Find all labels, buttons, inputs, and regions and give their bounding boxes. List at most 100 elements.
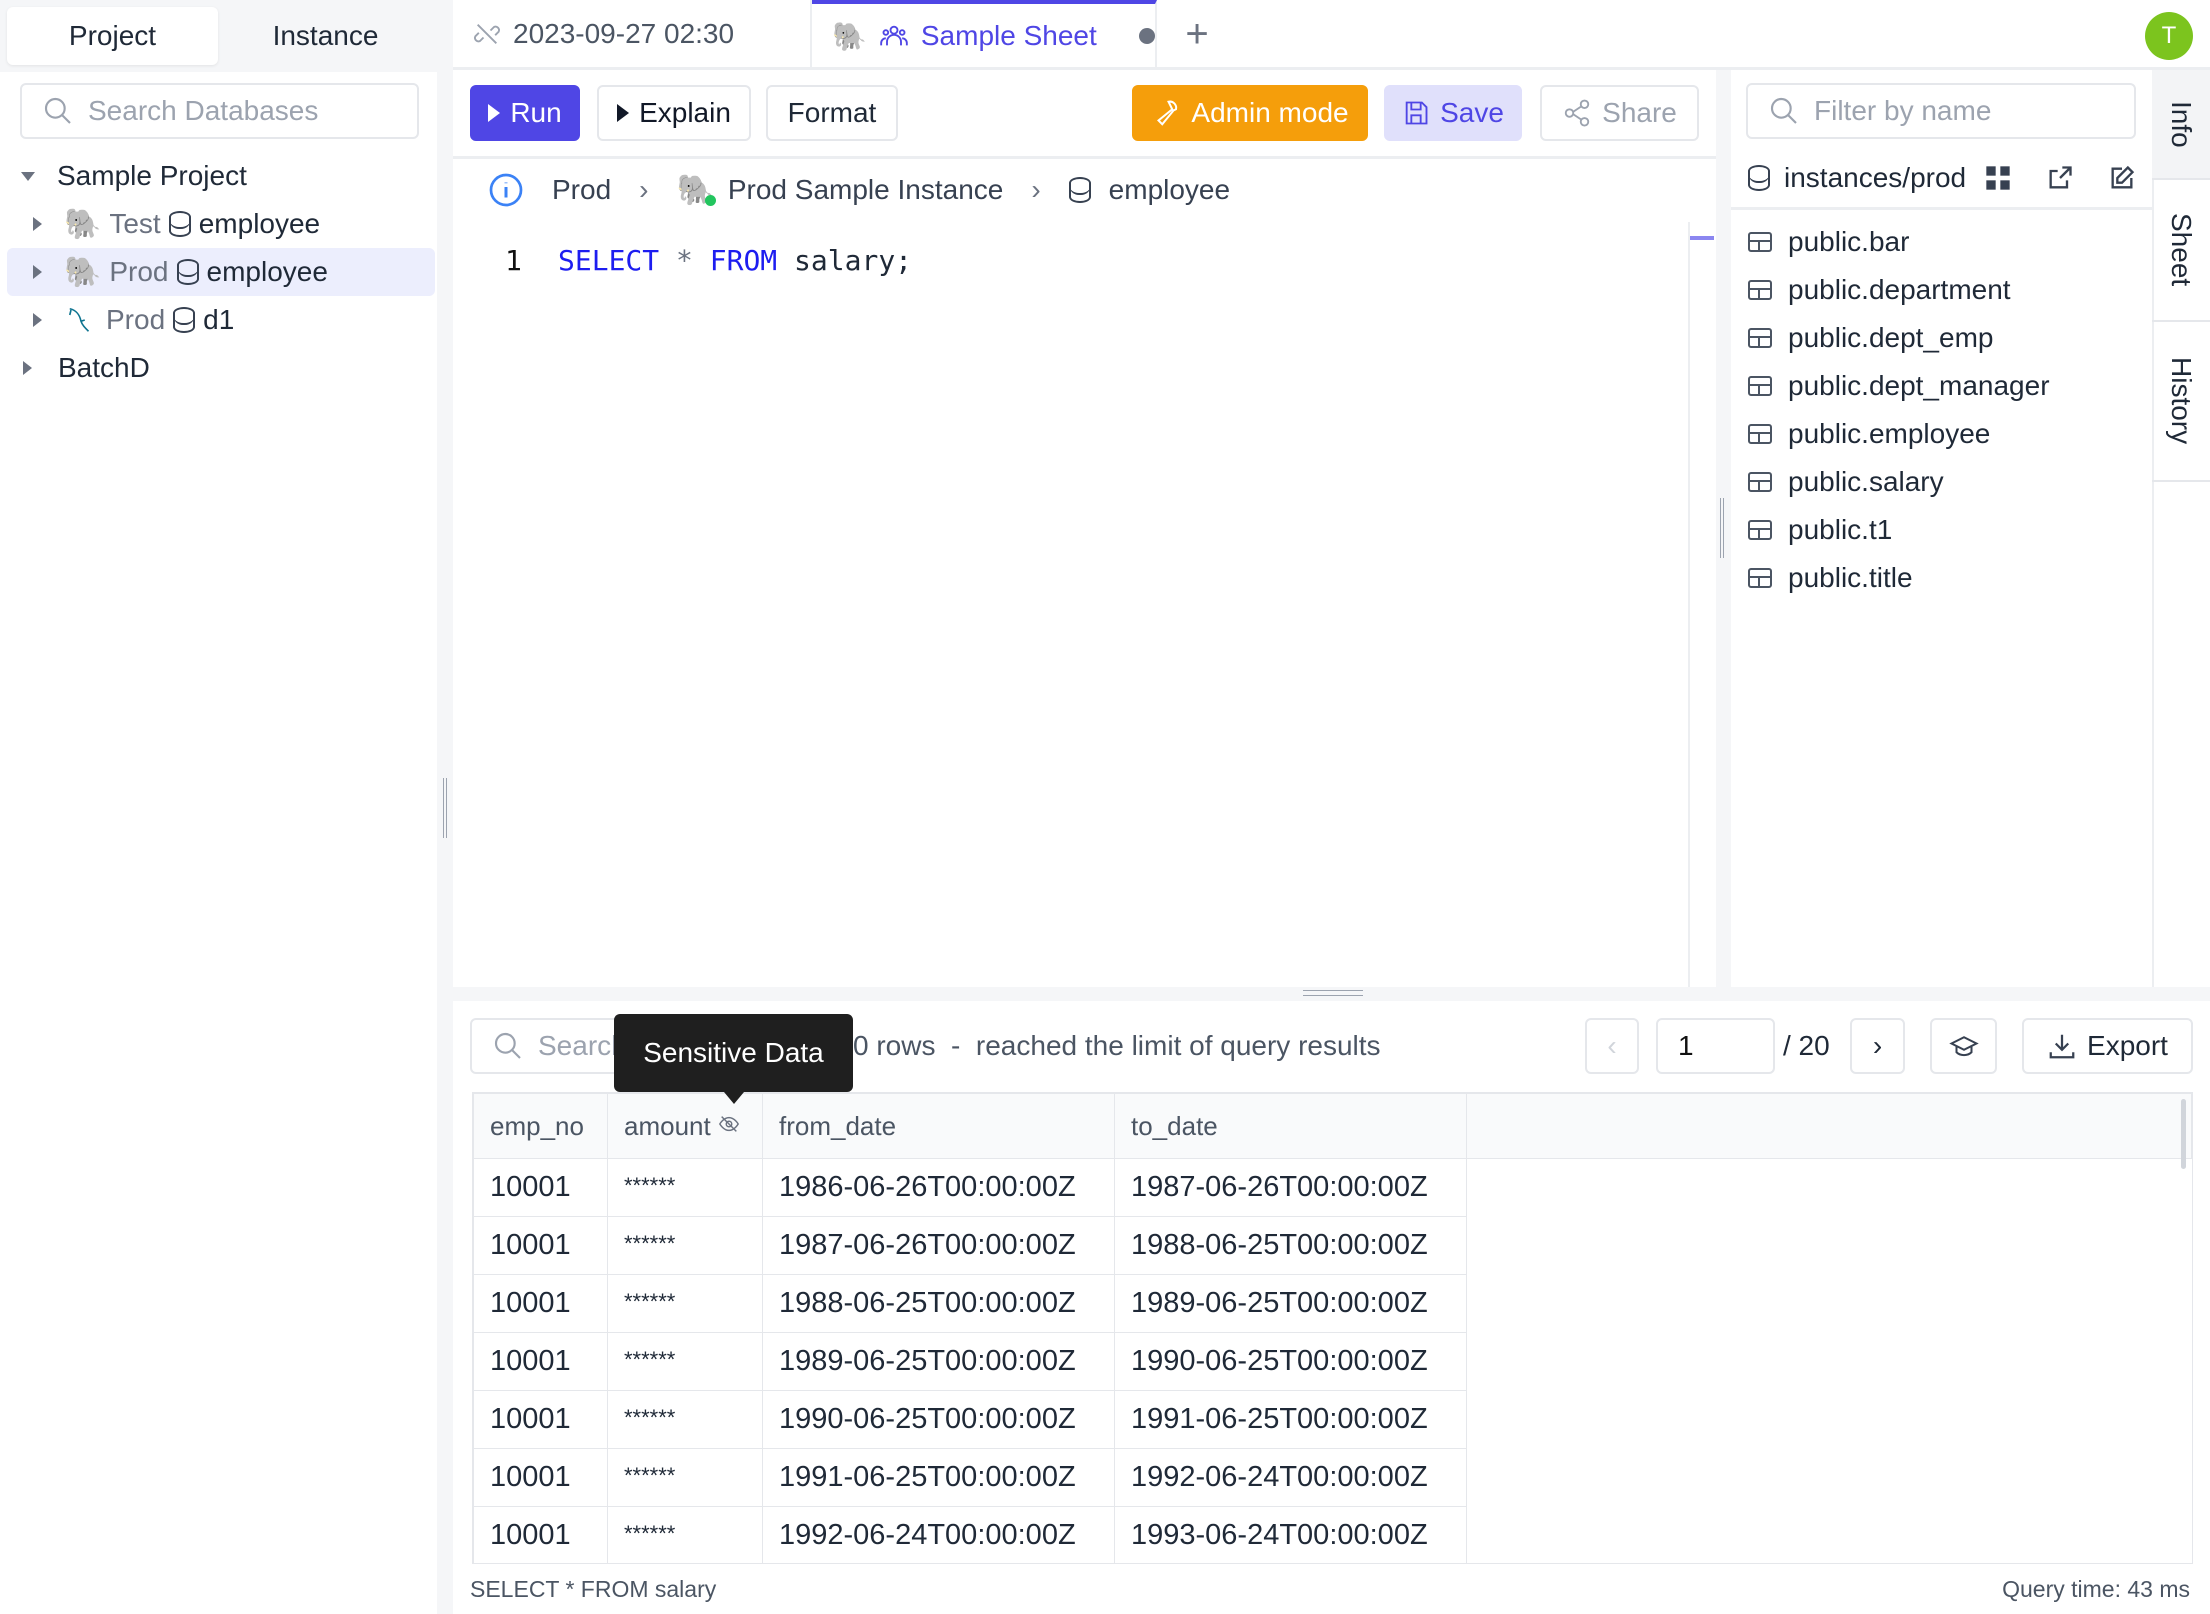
caret-right-icon [33,217,42,231]
share-label: Share [1602,97,1677,128]
tree-item-prod-employee[interactable]: 🐘 Prod employee [7,248,435,296]
resize-handle[interactable] [1303,990,1363,996]
export-label: Export [2087,1030,2168,1061]
table-icon [1748,472,1772,492]
table-row[interactable]: 10001 ****** 1988-06-25T00:00:00Z 1989-06-2… [473,1274,2192,1333]
next-page-button[interactable]: › [1850,1018,1905,1074]
sql-editor[interactable]: SELECT * FROM salary; [558,244,912,277]
results-table-container: emp_no amount from_date to_date 10001 ******… [472,1092,2193,1564]
eye-off-icon[interactable] [718,1113,740,1135]
tooltip-arrow [724,1092,744,1104]
tooltip-text: Sensitive Data [643,1037,824,1068]
table-row[interactable]: 10001 ****** 1991-06-25T00:00:00Z 1992-06-2… [473,1448,2192,1507]
table-list-item[interactable]: public.title [1748,554,1913,602]
side-tab-label: Sheet [2166,213,2197,287]
share-icon [1564,99,1590,127]
explain-button[interactable]: Explain [597,85,751,141]
chevron-right-icon: › [1031,174,1041,205]
column-header[interactable]: emp_no [473,1093,608,1159]
panel-resizer[interactable] [1716,70,1731,987]
database-icon [1068,177,1091,203]
table-row[interactable]: 10001 ****** 1986-06-26T00:00:00Z 1987-06-2… [473,1158,2192,1217]
schema-path: instances/prod [1748,158,2136,198]
admin-mode-button[interactable]: Admin mode [1132,85,1368,141]
side-tab-sheet[interactable]: Sheet [2152,180,2210,322]
table-cell: 10001 [473,1390,608,1449]
format-button[interactable]: Format [766,85,898,141]
export-button[interactable]: Export [2022,1018,2193,1074]
filter-placeholder: Filter by name [1814,95,1992,126]
divider [1731,207,2152,210]
tab-label: 2023-09-27 02:30 [513,18,735,49]
filter-by-name-input[interactable]: Filter by name [1746,83,2136,139]
info-icon[interactable] [488,172,524,208]
side-tab-history[interactable]: History [2152,322,2210,482]
table-scrollbar[interactable] [2181,1099,2186,1169]
schema-diagram-icon[interactable] [1984,164,2012,192]
caret-right-icon [33,265,42,279]
divider [2152,70,2154,987]
resize-handle[interactable] [443,778,447,838]
db-label: employee [206,256,328,287]
column-label: from_date [779,1110,897,1141]
env-label: Prod [109,256,169,287]
table-name: public.salary [1788,466,1944,497]
env-label: Test [109,208,161,239]
run-label: Run [510,97,562,128]
avatar[interactable]: T [2145,12,2193,60]
table-list-item[interactable]: public.t1 [1748,506,1892,554]
sidebar-resizer[interactable] [437,0,453,1614]
footer-query: SELECT * FROM salary [470,1576,717,1602]
table-row[interactable]: 10001 ****** 1990-06-25T00:00:00Z 1991-06-2… [473,1390,2192,1449]
table-row[interactable]: 10001 ****** 1987-06-26T00:00:00Z 1988-06-2… [473,1216,2192,1275]
table-cell: ****** [607,1332,763,1391]
tree-item-batchd[interactable]: BatchD [7,344,435,392]
postgres-icon: 🐘 [676,173,716,207]
postgres-icon: 🐘 [64,255,102,289]
column-header[interactable]: amount [607,1093,763,1159]
prev-page-button[interactable]: ‹ [1585,1018,1639,1074]
column-header[interactable]: from_date [762,1093,1115,1159]
search-databases-input[interactable]: Search Databases [20,83,419,139]
table-list-item[interactable]: public.bar [1748,218,1909,266]
add-tab-button[interactable]: + [1185,11,1209,56]
table-list-item[interactable]: public.dept_manager [1748,362,2050,410]
table-cell: ****** [607,1274,763,1333]
tree-item-sample-project[interactable]: Sample Project [7,152,435,200]
tab-sample-sheet[interactable]: 🐘 Sample Sheet [812,0,1157,68]
caret-right-icon [23,361,32,375]
editor-scrollbar[interactable] [1688,222,1690,987]
table-cell: 10001 [473,1216,608,1275]
tab-project[interactable]: Project [7,7,218,65]
mask-settings-button[interactable] [1930,1018,1997,1074]
table-row[interactable]: 10001 ****** 1992-06-24T00:00:00Z 1993-06-2… [473,1506,2192,1563]
empty-cell [1467,1449,2192,1507]
search-icon [44,97,71,124]
tab-sheet-date[interactable]: 2023-09-27 02:30 [453,0,812,68]
tree-item-prod-d1[interactable]: Prod d1 [7,296,435,344]
table-row[interactable]: 10001 ****** 1989-06-25T00:00:00Z 1990-06-2… [473,1332,2192,1391]
table-cell: 10001 [473,1158,608,1217]
results-resizer[interactable] [453,987,2210,1001]
share-button[interactable]: Share [1540,85,1699,141]
external-link-icon[interactable] [2046,164,2074,192]
db-label: d1 [203,304,235,335]
edit-icon[interactable] [2108,164,2136,192]
tab-instance[interactable]: Instance [220,7,431,65]
save-button[interactable]: Save [1384,85,1522,141]
resize-handle[interactable] [1720,498,1724,558]
tree-item-test-employee[interactable]: 🐘 Test employee [7,200,435,248]
breadcrumb-env: Prod [552,174,612,205]
table-list-item[interactable]: public.department [1748,266,2011,314]
table-name: public.department [1788,274,2011,305]
sql-keyword: FROM [709,244,778,277]
table-cell: 1986-06-26T00:00:00Z [762,1158,1115,1217]
table-list-item[interactable]: public.salary [1748,458,1944,506]
side-tab-info[interactable]: Info [2152,70,2210,180]
run-button[interactable]: Run [470,85,580,141]
column-header[interactable]: to_date [1114,1093,1467,1159]
page-input[interactable]: 1 [1656,1018,1775,1074]
schema-path-label: instances/prod [1784,162,1967,193]
table-list-item[interactable]: public.dept_emp [1748,314,1993,362]
table-list-item[interactable]: public.employee [1748,410,1990,458]
